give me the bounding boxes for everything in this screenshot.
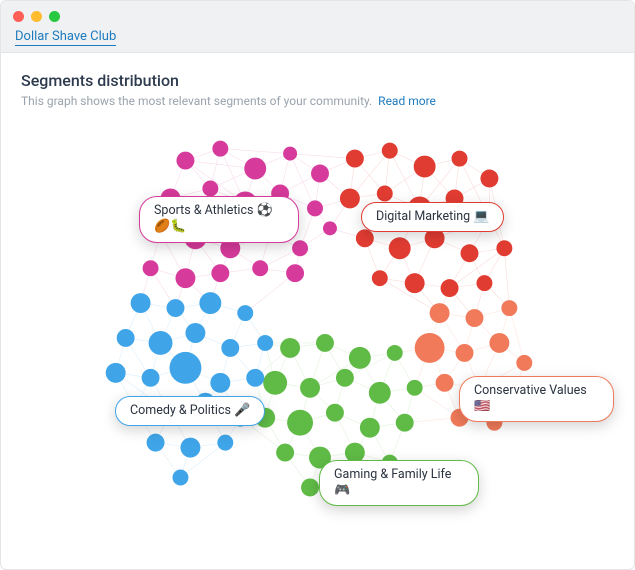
read-more-link[interactable]: Read more (378, 94, 436, 108)
graph-node[interactable] (414, 156, 436, 178)
graph-node[interactable] (301, 478, 319, 496)
graph-node[interactable] (441, 279, 459, 297)
graph-node[interactable] (387, 345, 403, 361)
cluster-emoji-icon: 🎤 (234, 403, 250, 418)
cluster-label-text: Sports & Athletics ⚽🏉🐛 (154, 203, 284, 236)
cluster-label-gaming[interactable]: Gaming & Family Life 🎮 (319, 460, 479, 506)
graph-node[interactable] (349, 347, 371, 369)
graph-node[interactable] (326, 404, 344, 422)
graph-node[interactable] (172, 470, 188, 486)
graph-node[interactable] (476, 275, 492, 291)
graph-node[interactable] (244, 158, 266, 180)
graph-node[interactable] (237, 305, 253, 321)
titlebar: Dollar Shave Club (1, 1, 634, 53)
graph-node[interactable] (452, 151, 468, 167)
cluster-label-text: Conservative Values 🇺🇸 (474, 383, 599, 415)
graph-node[interactable] (286, 264, 304, 282)
graph-node[interactable] (131, 293, 151, 313)
graph-node[interactable] (147, 434, 165, 452)
graph-node[interactable] (199, 292, 221, 314)
graph-node[interactable] (405, 273, 425, 293)
graph-node[interactable] (340, 188, 360, 208)
graph-node[interactable] (300, 378, 320, 398)
graph-node[interactable] (389, 237, 411, 259)
cluster-label-text: Gaming & Family Life 🎮 (334, 467, 464, 499)
graph-node[interactable] (143, 260, 159, 276)
maximize-icon[interactable] (49, 11, 60, 22)
graph-node[interactable] (489, 333, 509, 353)
graph-node[interactable] (257, 335, 273, 351)
network-graph: Sports & Athletics ⚽🏉🐛 Digital Marketing … (21, 108, 614, 548)
cluster-label-conservative[interactable]: Conservative Values 🇺🇸 (459, 376, 614, 422)
window-controls (13, 11, 60, 22)
graph-node[interactable] (323, 221, 337, 235)
graph-node[interactable] (356, 229, 374, 247)
graph-node[interactable] (501, 300, 517, 316)
cluster-label-digital[interactable]: Digital Marketing 💻 (361, 202, 504, 232)
graph-node[interactable] (382, 143, 398, 159)
graph-node[interactable] (211, 264, 229, 282)
graph-node[interactable] (461, 244, 479, 262)
section-title: Segments distribution (21, 71, 614, 90)
graph-node[interactable] (316, 334, 334, 352)
graph-node[interactable] (202, 180, 218, 196)
graph-node[interactable] (369, 382, 391, 404)
graph-node[interactable] (210, 373, 230, 393)
section-description: This graph shows the most relevant segme… (21, 94, 614, 108)
graph-node[interactable] (287, 410, 313, 436)
cluster-label-sports[interactable]: Sports & Athletics ⚽🏉🐛 (139, 196, 299, 243)
graph-node[interactable] (246, 369, 264, 387)
graph-node[interactable] (377, 185, 393, 201)
graph-node[interactable] (307, 200, 323, 216)
graph-node[interactable] (217, 435, 233, 451)
brand-link[interactable]: Dollar Shave Club (15, 29, 116, 46)
graph-node[interactable] (360, 418, 380, 438)
cluster-emoji-icon: ⚽🏉🐛 (154, 203, 273, 234)
graph-node[interactable] (430, 303, 450, 323)
graph-node[interactable] (117, 329, 135, 347)
graph-node[interactable] (372, 270, 388, 286)
graph-node[interactable] (221, 339, 239, 357)
cluster-label-comedy[interactable]: Comedy & Politics 🎤 (115, 396, 265, 426)
cluster-emoji-icon: 🎮 (334, 483, 350, 498)
graph-node[interactable] (292, 240, 308, 256)
close-icon[interactable] (13, 11, 24, 22)
graph-node[interactable] (456, 344, 474, 362)
graph-node[interactable] (169, 352, 201, 384)
graph-node[interactable] (212, 141, 228, 157)
network-svg (21, 108, 614, 548)
description-text: This graph shows the most relevant segme… (21, 94, 372, 108)
graph-node[interactable] (346, 150, 364, 168)
graph-node[interactable] (175, 268, 195, 288)
graph-node[interactable] (180, 438, 200, 458)
graph-node[interactable] (311, 165, 329, 183)
graph-node[interactable] (263, 371, 287, 395)
graph-node[interactable] (283, 147, 297, 161)
graph-node[interactable] (252, 260, 268, 276)
graph-node[interactable] (185, 323, 205, 343)
cluster-emoji-icon: 🇺🇸 (474, 399, 490, 414)
graph-node[interactable] (149, 331, 173, 355)
graph-node[interactable] (480, 170, 498, 188)
graph-node[interactable] (396, 414, 414, 432)
app-window: Dollar Shave Club Segments distribution … (0, 0, 635, 570)
graph-node[interactable] (415, 333, 445, 363)
graph-node[interactable] (142, 369, 160, 387)
graph-node[interactable] (167, 299, 185, 317)
cluster-label-text: Digital Marketing 💻 (376, 209, 489, 225)
graph-node[interactable] (106, 363, 126, 383)
graph-node[interactable] (436, 374, 454, 392)
graph-node[interactable] (176, 152, 194, 170)
content-area: Segments distribution This graph shows t… (1, 53, 634, 548)
graph-node[interactable] (516, 355, 532, 371)
graph-node[interactable] (407, 380, 423, 396)
graph-node[interactable] (276, 444, 294, 462)
graph-node[interactable] (336, 369, 354, 387)
graph-node[interactable] (466, 309, 484, 327)
cluster-emoji-icon: 💻 (473, 209, 489, 224)
graph-node[interactable] (496, 240, 512, 256)
cluster-label-text: Comedy & Politics 🎤 (130, 403, 250, 419)
graph-node[interactable] (280, 338, 300, 358)
minimize-icon[interactable] (31, 11, 42, 22)
